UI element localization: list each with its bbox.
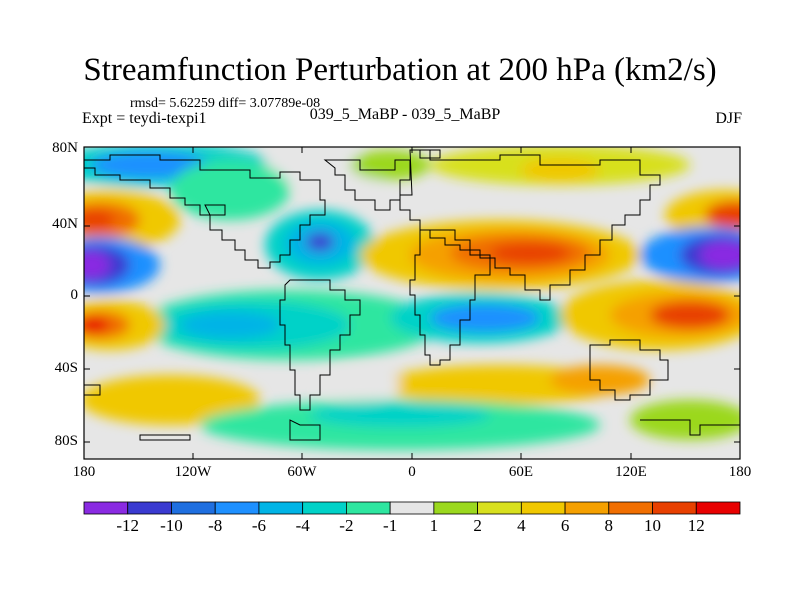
colorbar-swatch [171, 501, 216, 515]
colorbar-label: -8 [208, 516, 223, 535]
colorbar-swatch [345, 501, 391, 515]
colorbar-label: -4 [295, 516, 310, 535]
colorbar-swatch [433, 501, 479, 515]
colorbar-swatch [520, 501, 566, 515]
lat-label-0: 0 [70, 287, 79, 303]
colorbar-label: 6 [560, 516, 570, 535]
lon-label-0: 0 [408, 464, 416, 480]
colorbar-swatch [214, 501, 260, 515]
lon-label-120e: 120E [615, 464, 647, 480]
colorbar-label: -6 [251, 516, 266, 535]
lon-label-180w: 180 [72, 464, 96, 480]
colorbar-swatch [652, 501, 697, 515]
plot-title: Streamfunction Perturbation at 200 hPa (… [83, 52, 717, 88]
colorbar [83, 501, 741, 515]
contour-field [84, 147, 740, 459]
colorbar-swatch [477, 501, 522, 515]
lon-label-60w: 60W [287, 464, 317, 480]
colorbar-swatch [389, 501, 435, 515]
colorbar-label: -12 [116, 516, 140, 535]
colorbar-swatch [608, 501, 653, 515]
colorbar-label: -10 [160, 516, 183, 535]
colorbar-swatch [127, 501, 172, 515]
colorbar-label: 2 [473, 516, 482, 535]
colorbar-swatch [258, 501, 304, 515]
stats-text: rmsd= 5.62259 diff= 3.07789e-08 [130, 96, 321, 111]
continent-outlines [84, 149, 740, 441]
lat-label-40s: 40S [54, 360, 78, 376]
colorbar-label: 12 [687, 516, 705, 535]
experiment-label: Expt = teydi-texpi1 [82, 110, 207, 127]
lat-label-80s: 80S [54, 433, 78, 449]
colorbar-swatch [302, 501, 347, 515]
axis-ticks [84, 146, 740, 459]
colorbar-label: 10 [644, 516, 662, 535]
lon-label-120w: 120W [174, 464, 212, 480]
colorbar-label: 1 [429, 516, 439, 535]
season-label: DJF [715, 110, 742, 127]
colorbar-label: 8 [604, 516, 614, 535]
experiment-name: 039_5_MaBP - 039_5_MaBP [309, 106, 501, 123]
colorbar-label: -2 [339, 516, 354, 535]
lon-label-180e: 180 [728, 464, 752, 480]
lon-label-60e: 60E [508, 464, 534, 480]
colorbar-swatch [695, 501, 741, 515]
colorbar-swatch [564, 501, 610, 515]
lat-label-40n: 40N [52, 216, 78, 232]
colorbar-label: -1 [383, 516, 398, 535]
colorbar-swatch [83, 501, 129, 515]
colorbar-label: 4 [517, 516, 526, 535]
lat-label-80n: 80N [52, 140, 78, 156]
